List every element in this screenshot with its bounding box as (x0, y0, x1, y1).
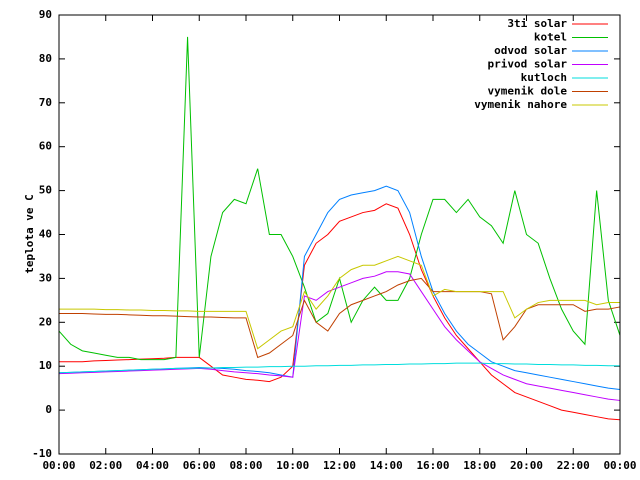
x-tick-label: 16:00 (416, 459, 449, 472)
x-tick-label: 22:00 (557, 459, 590, 472)
series-line (58, 362, 620, 374)
series-line (59, 203, 621, 421)
x-tick-label: 20:00 (510, 459, 543, 472)
x-tick-label: 06:00 (183, 459, 216, 472)
x-tick-label: 00:00 (603, 459, 636, 472)
y-tick-label: 60 (39, 140, 52, 153)
series-line (59, 255, 620, 350)
y-tick-label: 20 (39, 315, 52, 328)
legend-label: kutloch (521, 71, 567, 84)
plot-border (58, 14, 621, 455)
x-tick-label: 14:00 (370, 459, 403, 472)
series-line (58, 271, 621, 401)
y-tick-label: 30 (39, 271, 52, 284)
y-tick-label: 10 (39, 359, 52, 372)
legend-label: vymenik nahore (474, 98, 567, 111)
legend-label: odvod solar (494, 44, 567, 57)
x-tick-label: 10:00 (276, 459, 309, 472)
legend-label: 3ti solar (507, 17, 567, 30)
y-axis-label: teplota ve C (23, 194, 36, 273)
y-tick-label: 70 (39, 96, 52, 109)
y-tick-label: 50 (39, 184, 52, 197)
y-tick-label: -10 (32, 447, 52, 460)
x-tick-label: 18:00 (463, 459, 496, 472)
legend-label: vymenik dole (488, 85, 568, 98)
x-tick-label: 04:00 (136, 459, 169, 472)
x-tick-label: 00:00 (42, 459, 75, 472)
y-tick-label: 80 (39, 52, 52, 65)
y-tick-label: 0 (45, 403, 52, 416)
x-tick-label: 02:00 (89, 459, 122, 472)
legend-label: kotel (534, 31, 567, 44)
legend-label: privod solar (488, 58, 568, 71)
x-tick-label: 12:00 (323, 459, 356, 472)
y-tick-label: 90 (39, 8, 52, 21)
x-tick-label: 08:00 (229, 459, 262, 472)
y-tick-label: 40 (39, 228, 52, 241)
